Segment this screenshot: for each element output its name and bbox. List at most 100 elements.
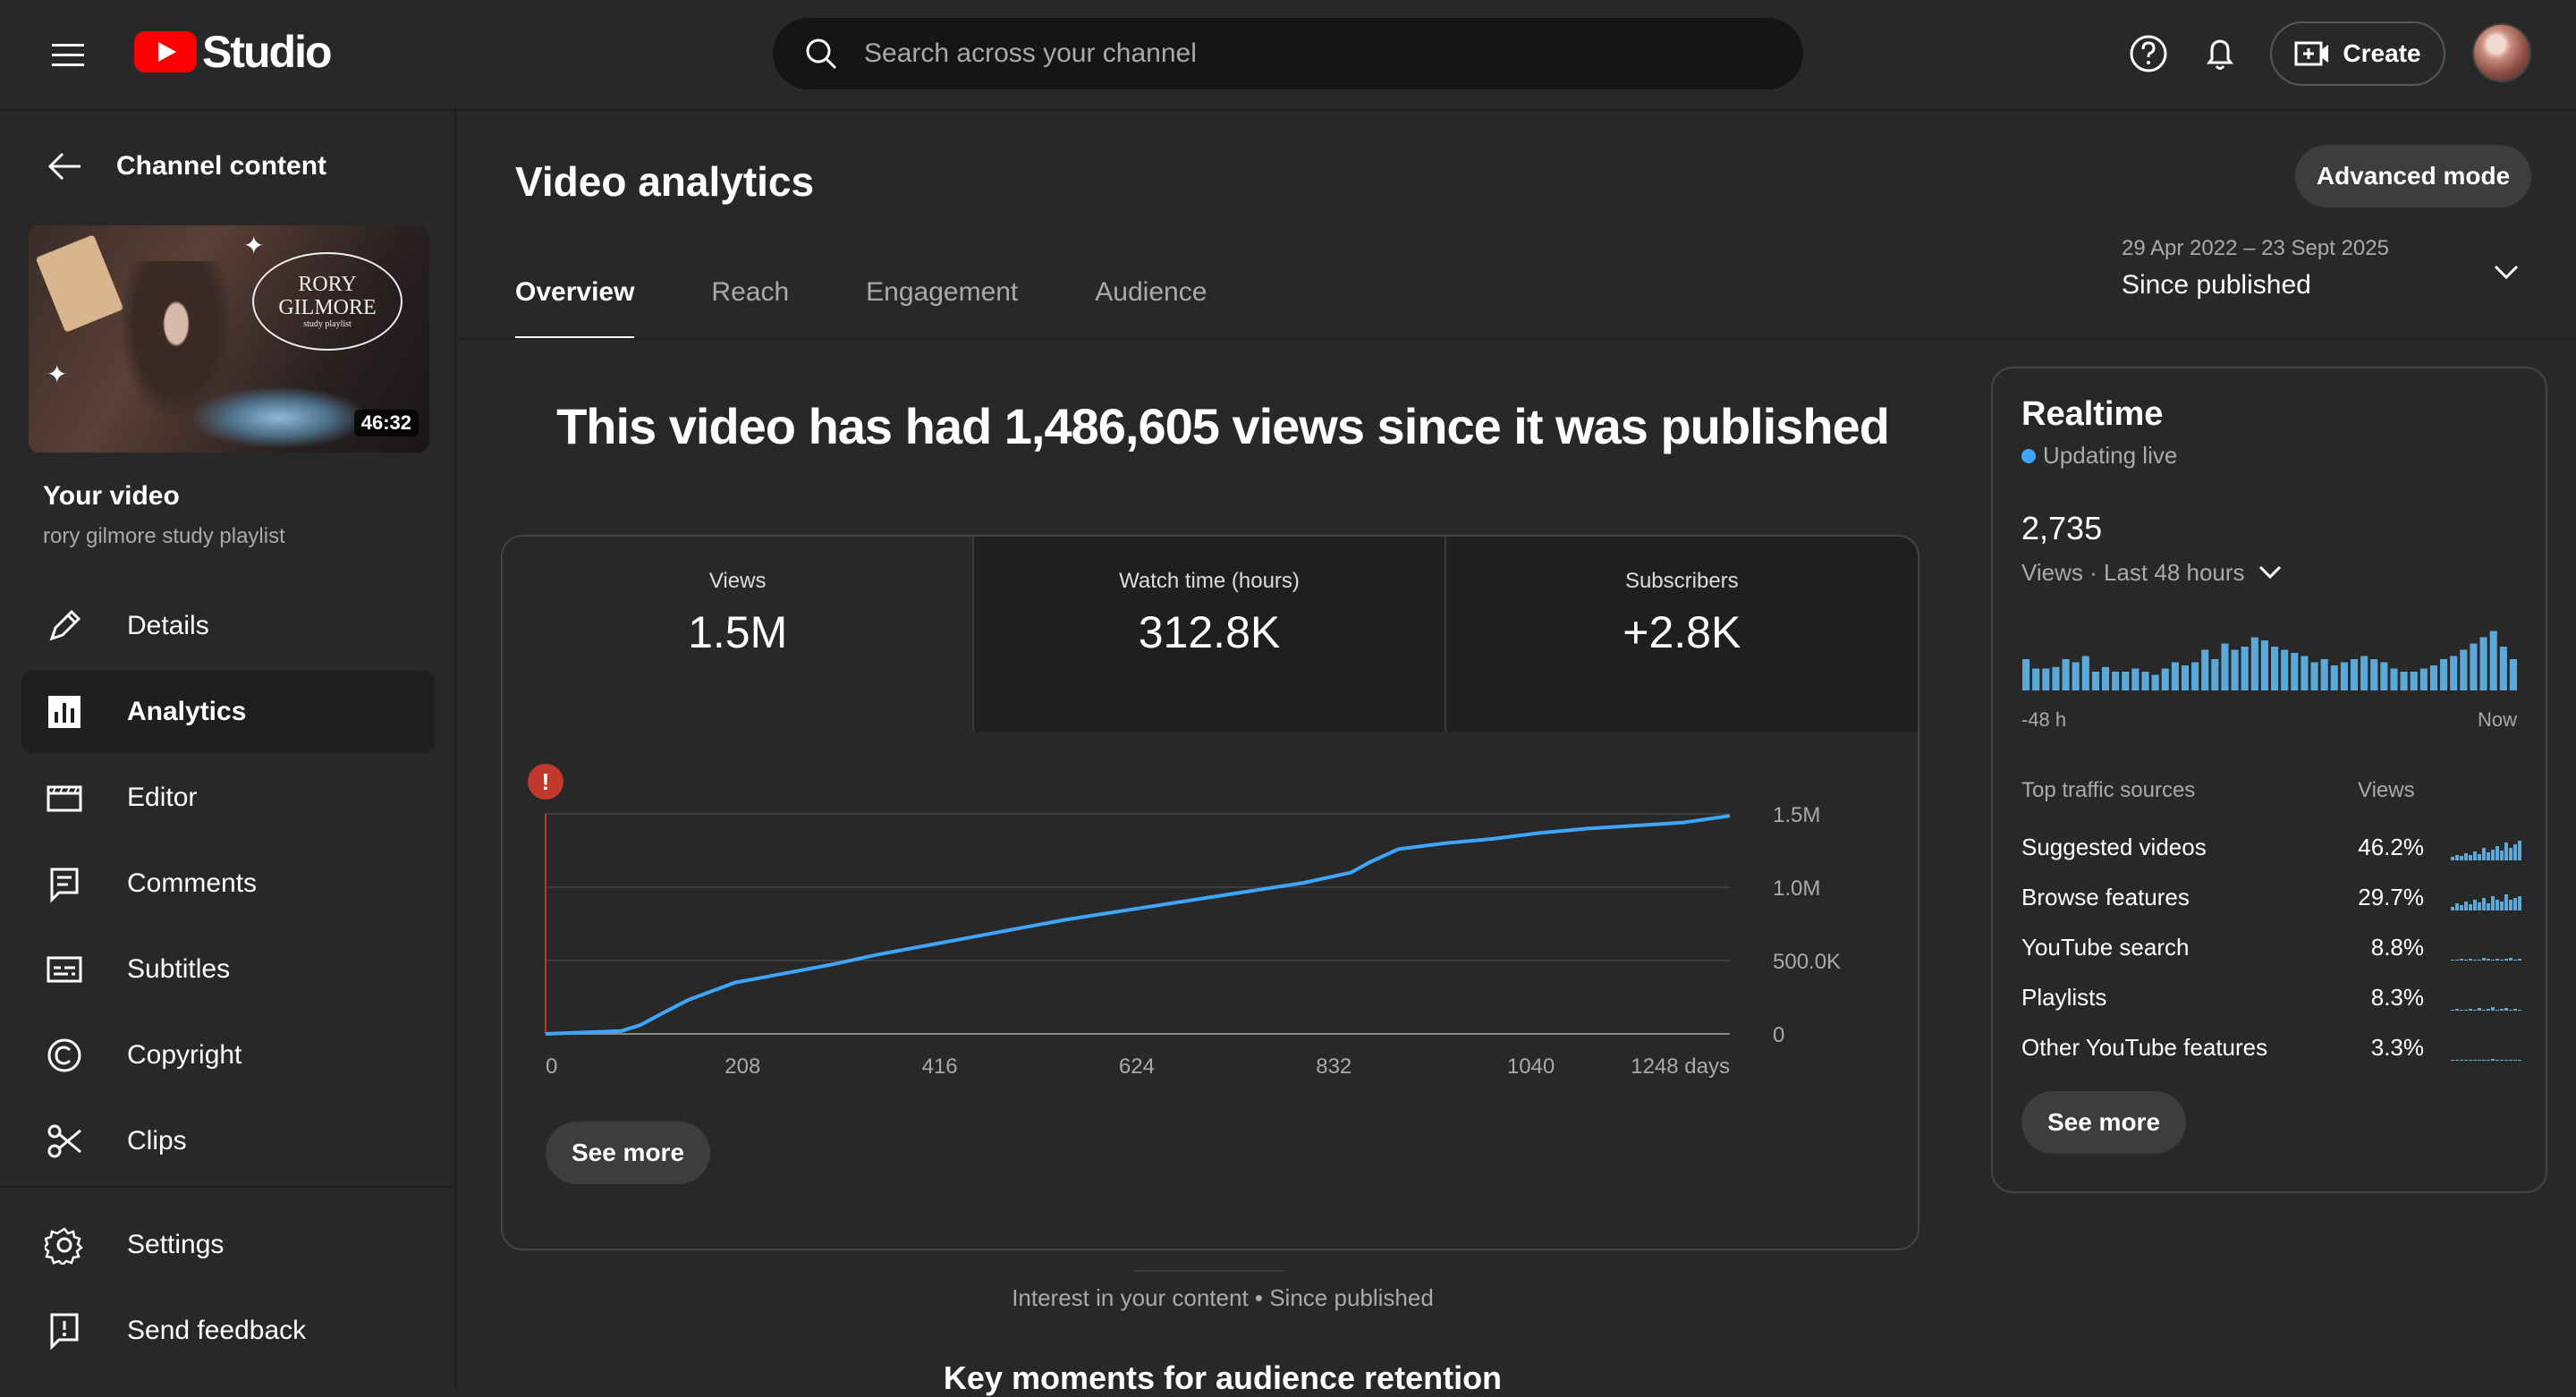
realtime-bar[interactable] (2221, 643, 2229, 691)
metric-views[interactable]: Views 1.5M (503, 537, 975, 732)
tab-reach[interactable]: Reach (711, 277, 790, 307)
sidebar-item-clips[interactable]: Clips (21, 1100, 435, 1182)
realtime-bar[interactable] (2201, 649, 2209, 691)
realtime-bar[interactable] (2022, 659, 2030, 690)
date-range-selector[interactable]: 29 Apr 2022 – 23 Sept 2025 Since publish… (2122, 236, 2389, 301)
realtime-bar[interactable] (2260, 640, 2268, 690)
realtime-bar[interactable] (2091, 672, 2099, 690)
traffic-source-row[interactable]: Browse features 29.7% (2021, 884, 2522, 919)
sparkline-bar (2491, 1059, 2495, 1061)
search-bar[interactable] (773, 18, 1803, 89)
realtime-bar[interactable] (2161, 668, 2169, 691)
alert-marker-icon[interactable] (528, 764, 564, 800)
sidebar-item-details[interactable]: Details (21, 585, 435, 667)
traffic-source-name: Browse features (2021, 884, 2190, 910)
realtime-see-more-button[interactable]: See more (2021, 1091, 2186, 1154)
realtime-bar[interactable] (2479, 637, 2487, 691)
metric-subscribers[interactable]: Subscribers +2.8K (1445, 537, 1918, 732)
realtime-bar[interactable] (2191, 662, 2199, 691)
realtime-bar[interactable] (2419, 668, 2428, 691)
realtime-bar[interactable] (2081, 656, 2089, 691)
realtime-bar[interactable] (2250, 637, 2258, 691)
realtime-bar[interactable] (2470, 643, 2478, 691)
see-more-button[interactable]: See more (546, 1122, 710, 1184)
menu-icon[interactable] (47, 34, 89, 77)
realtime-bar[interactable] (2509, 659, 2517, 690)
realtime-bar[interactable] (2032, 668, 2040, 691)
realtime-bar[interactable] (2340, 662, 2348, 691)
realtime-bar[interactable] (2141, 672, 2149, 690)
traffic-source-row[interactable]: Other YouTube features 3.3% (2021, 1034, 2522, 1070)
realtime-bar[interactable] (2211, 659, 2219, 690)
tab-overview[interactable]: Overview (515, 268, 635, 340)
realtime-bar[interactable] (2291, 653, 2299, 690)
studio-logo[interactable]: Studio (134, 27, 333, 77)
realtime-bar[interactable] (2360, 656, 2368, 691)
realtime-bar[interactable] (2231, 649, 2239, 691)
realtime-bar[interactable] (2171, 662, 2179, 691)
realtime-bar[interactable] (2101, 666, 2110, 690)
traffic-source-row[interactable]: Playlists 8.3% (2021, 984, 2522, 1020)
realtime-bar[interactable] (2390, 668, 2398, 691)
realtime-bar[interactable] (2241, 647, 2249, 690)
traffic-source-row[interactable]: Suggested videos 46.2% (2021, 834, 2522, 869)
realtime-bar[interactable] (2440, 659, 2448, 690)
sidebar-item-copyright[interactable]: Copyright (21, 1014, 435, 1096)
tab-engagement[interactable]: Engagement (866, 277, 1019, 307)
realtime-bar[interactable] (2151, 674, 2159, 691)
search-input[interactable] (864, 38, 1669, 69)
realtime-bar[interactable] (2181, 665, 2190, 690)
chevron-down-icon[interactable] (2488, 254, 2524, 290)
feedback-icon (43, 1309, 86, 1352)
realtime-bar[interactable] (2301, 656, 2309, 691)
sparkline-bar (2518, 1010, 2521, 1011)
account-avatar[interactable] (2472, 23, 2531, 82)
sidebar-item-label: Analytics (127, 697, 247, 726)
tab-audience[interactable]: Audience (1095, 277, 1208, 307)
realtime-bar[interactable] (2400, 672, 2408, 690)
sparkline-bar (2469, 1009, 2472, 1011)
realtime-bar[interactable] (2410, 672, 2418, 690)
realtime-bar[interactable] (2350, 659, 2359, 690)
x-tick-label: 416 (922, 1054, 958, 1079)
realtime-bar[interactable] (2112, 672, 2120, 690)
sparkline-bar (2460, 1060, 2463, 1061)
realtime-bar[interactable] (2310, 662, 2318, 691)
realtime-bar[interactable] (2072, 662, 2080, 691)
realtime-bar[interactable] (2370, 659, 2378, 690)
analytics-tabs: Overview Reach Engagement Audience (515, 268, 1284, 340)
video-thumbnail[interactable]: ✦ ✦ RORY GILMORE study playlist 46:32 (29, 225, 429, 453)
realtime-bar[interactable] (2489, 631, 2497, 691)
realtime-bar[interactable] (2042, 668, 2050, 691)
realtime-bar[interactable] (2330, 665, 2338, 690)
realtime-bar[interactable] (2052, 666, 2060, 690)
realtime-bar[interactable] (2460, 649, 2468, 691)
sidebar-item-settings[interactable]: Settings (21, 1204, 435, 1286)
help-icon[interactable] (2127, 32, 2170, 75)
sidebar-item-editor[interactable]: Editor (21, 757, 435, 839)
realtime-bar[interactable] (2320, 659, 2328, 690)
realtime-bar[interactable] (2499, 647, 2507, 690)
sidebar-item-send-feedback[interactable]: Send feedback (21, 1290, 435, 1372)
realtime-bar[interactable] (2131, 668, 2140, 691)
advanced-mode-button[interactable]: Advanced mode (2295, 145, 2531, 207)
realtime-bar[interactable] (2450, 656, 2458, 691)
realtime-bar[interactable] (2281, 649, 2289, 691)
metric-watch-time[interactable]: Watch time (hours) 312.8K (974, 537, 1446, 732)
realtime-bar[interactable] (2062, 659, 2070, 690)
back-arrow-icon (47, 152, 80, 181)
realtime-bar[interactable] (2271, 647, 2279, 690)
back-to-channel-content[interactable]: Channel content (45, 147, 326, 186)
create-button[interactable]: Create (2270, 21, 2445, 86)
realtime-bar[interactable] (2380, 662, 2388, 691)
realtime-bar[interactable] (2122, 672, 2130, 690)
notifications-bell-icon[interactable] (2199, 32, 2241, 75)
traffic-sparkline (2451, 841, 2521, 860)
traffic-source-row[interactable]: YouTube search 8.8% (2021, 934, 2522, 969)
sidebar-item-analytics[interactable]: Analytics (21, 671, 435, 753)
realtime-period-selector[interactable]: Views · Last 48 hours (2021, 558, 2284, 587)
sidebar-item-comments[interactable]: Comments (21, 842, 435, 925)
realtime-bar[interactable] (2429, 665, 2438, 690)
sidebar-item-subtitles[interactable]: Subtitles (21, 928, 435, 1011)
sparkline-bar (2509, 900, 2512, 910)
